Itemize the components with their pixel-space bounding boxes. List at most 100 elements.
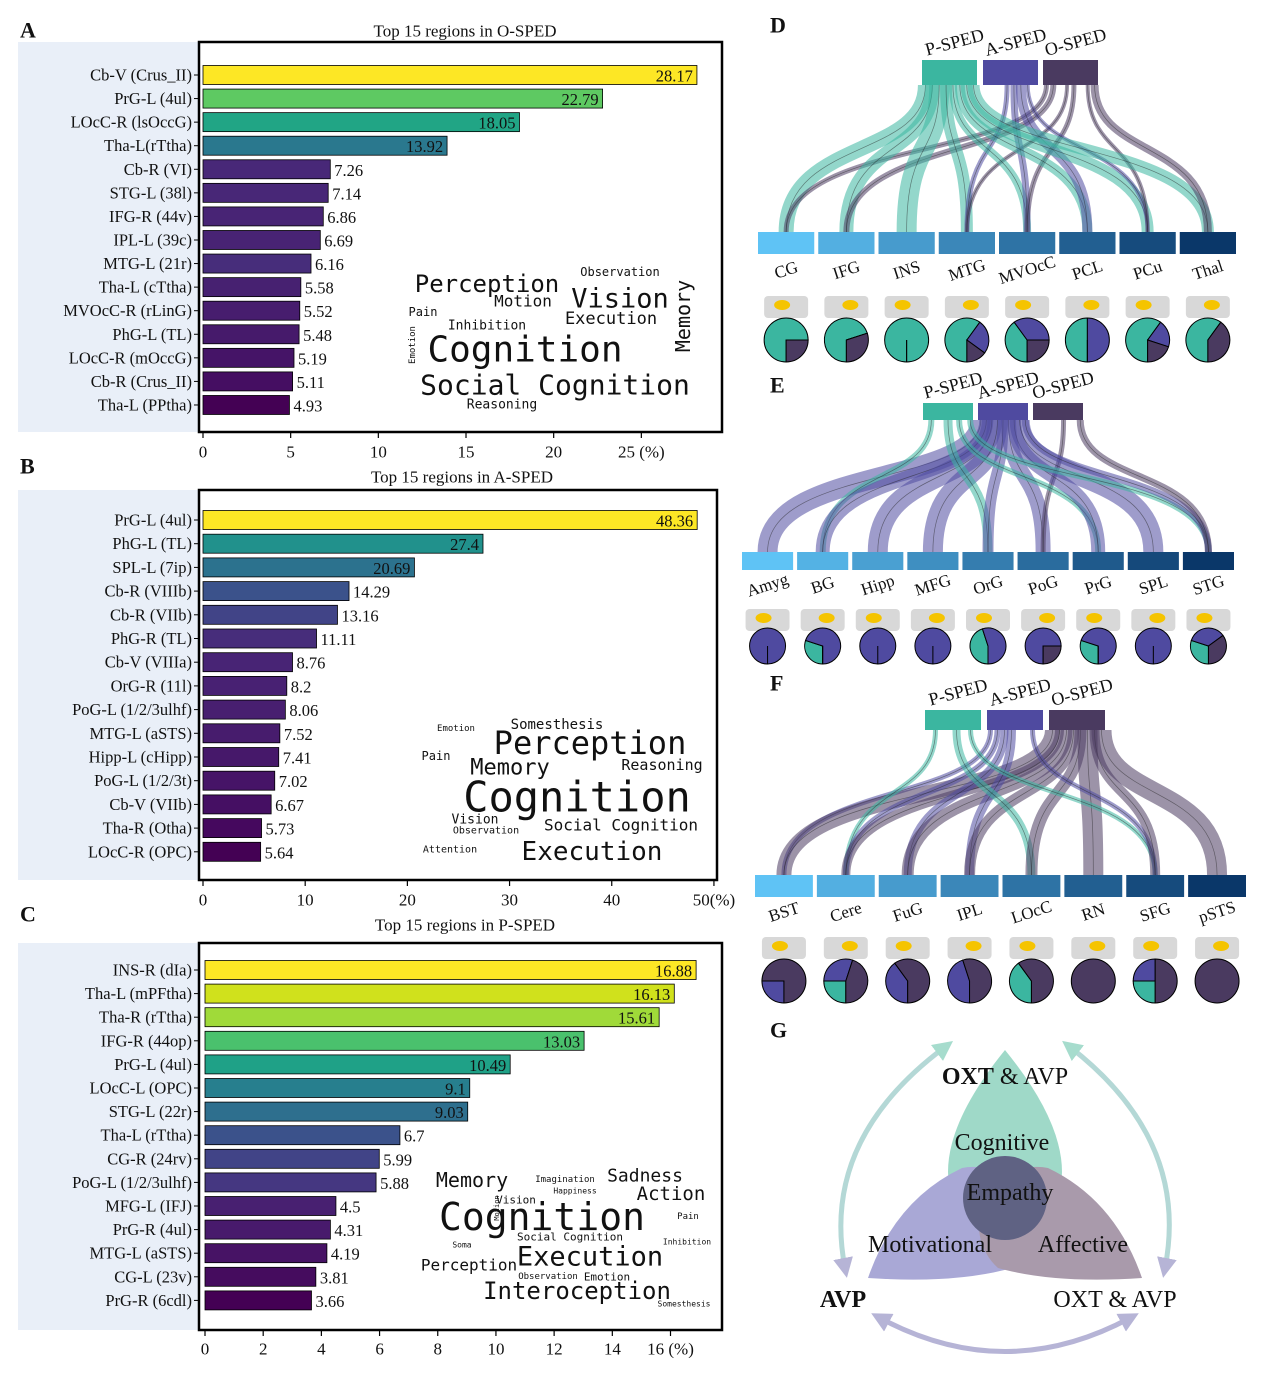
brain-activation <box>1135 300 1152 310</box>
flow-edge <box>973 84 1209 233</box>
pie-slice <box>966 339 986 363</box>
brain-activation <box>1196 613 1213 623</box>
y-tick-label: Hipp-L (cHipp) <box>89 748 192 767</box>
y-tick-label: PoG-L (1/2/3ulhf) <box>72 700 192 719</box>
x-tick-label: 6 <box>375 1340 384 1359</box>
pie-slice <box>1013 317 1050 341</box>
target-node <box>938 232 995 254</box>
pie-slice <box>1079 639 1099 665</box>
bar <box>202 723 281 744</box>
bar <box>202 581 350 601</box>
word: Somesthesis <box>511 717 604 733</box>
source-node <box>987 710 1043 730</box>
value-label: 3.81 <box>320 1268 349 1287</box>
target-label: PoG <box>1026 571 1061 598</box>
bar <box>204 1030 585 1051</box>
pie-slice <box>1207 634 1227 665</box>
pie-slice <box>1207 321 1231 363</box>
y-tick-label: Cb-V (VIIb) <box>109 795 192 814</box>
word: Reasoning <box>621 756 702 774</box>
pie-slice <box>1026 339 1050 363</box>
bar <box>202 533 484 554</box>
y-tick-label: Tha-L (rTtha) <box>101 1126 192 1145</box>
target-label: STG <box>1190 571 1226 599</box>
value-label: 13.92 <box>406 137 443 156</box>
target-node <box>797 552 849 570</box>
pie-slice <box>894 958 931 1004</box>
pie-slice <box>1189 639 1209 665</box>
y-tick-label: IFG-R (44v) <box>109 207 192 226</box>
bar <box>202 676 288 696</box>
value-label: 5.58 <box>305 279 334 298</box>
brain-activation <box>1203 300 1220 310</box>
value-label: 7.14 <box>332 184 361 203</box>
x-tick-label: 10 <box>297 891 314 910</box>
bar <box>204 1054 511 1075</box>
source-node <box>922 60 977 85</box>
pie-slice <box>761 980 785 1004</box>
target-label: PCL <box>1070 256 1106 284</box>
y-tick-label: LOcC-R (mOccG) <box>69 348 192 367</box>
target-label: RN <box>1079 899 1107 924</box>
value-label: 15.61 <box>618 1009 655 1028</box>
target-label: Cere <box>828 898 864 926</box>
y-tick-label: LOcC-R (lsOccG) <box>71 113 192 132</box>
brain-activation <box>841 941 858 951</box>
bar <box>202 699 286 720</box>
source-node <box>1033 403 1083 420</box>
target-node <box>1059 232 1116 254</box>
x-tick-label: 0 <box>199 891 208 910</box>
target-label: pSTS <box>1196 897 1238 927</box>
y-tick-label: Cb-R (VIIb) <box>110 605 192 624</box>
y-tick-label: Tha-R (rTtha) <box>99 1008 192 1027</box>
bar <box>202 747 280 767</box>
pie-slice <box>1004 321 1028 363</box>
flows <box>757 418 1212 554</box>
brain-activation <box>865 613 882 623</box>
target-label: INS <box>891 257 923 284</box>
empathy-label: Empathy <box>967 1180 1054 1206</box>
plot-frame <box>197 488 719 882</box>
category-band <box>18 42 199 432</box>
bar <box>202 206 324 227</box>
y-tick-label: PrG-L (4ul) <box>114 511 192 530</box>
value-label: 7.41 <box>283 749 312 768</box>
y-tick-label: CG-R (24rv) <box>107 1149 192 1168</box>
brain-activation <box>894 300 911 310</box>
pie-slice <box>845 332 869 363</box>
bar <box>204 983 675 1004</box>
y-tick-label: PhG-R (TL) <box>111 629 192 648</box>
value-label: 10.49 <box>469 1056 506 1075</box>
x-tick-label: 50(%) <box>693 891 735 910</box>
panel-letter: B <box>20 454 35 479</box>
panel-letter: E <box>770 373 785 398</box>
bar <box>204 960 697 980</box>
word: Perception <box>421 1256 517 1275</box>
word: Pain <box>422 749 451 763</box>
target-node <box>940 875 999 897</box>
target-label: MVOcC <box>996 252 1058 288</box>
pie-slice <box>1086 317 1110 363</box>
bar <box>202 112 520 133</box>
y-tick-label: Cb-R (VIIIb) <box>104 582 192 601</box>
target-node <box>1017 552 1069 570</box>
word: Interoception <box>483 1277 671 1305</box>
value-label: 48.36 <box>656 512 693 531</box>
y-tick-label: PoG-L (1/2/3ulhf) <box>72 1173 192 1192</box>
brain-activation <box>1039 613 1056 623</box>
brain-activation <box>1086 613 1103 623</box>
target-node <box>1188 875 1246 897</box>
source-label: O-SPED <box>1049 674 1115 710</box>
target-label: BST <box>766 898 802 926</box>
brain-activation <box>771 941 788 951</box>
pie-slice <box>845 959 869 1004</box>
target-label: LOcC <box>1009 897 1054 928</box>
brain-activation <box>1015 300 1032 310</box>
flow <box>1091 729 1228 876</box>
left-label: AVP <box>820 1287 866 1313</box>
target-node <box>1179 232 1236 254</box>
word: Execution <box>517 1242 663 1273</box>
word: Cognition <box>463 773 691 822</box>
pie-slice <box>969 628 989 665</box>
source-node <box>1043 60 1098 85</box>
